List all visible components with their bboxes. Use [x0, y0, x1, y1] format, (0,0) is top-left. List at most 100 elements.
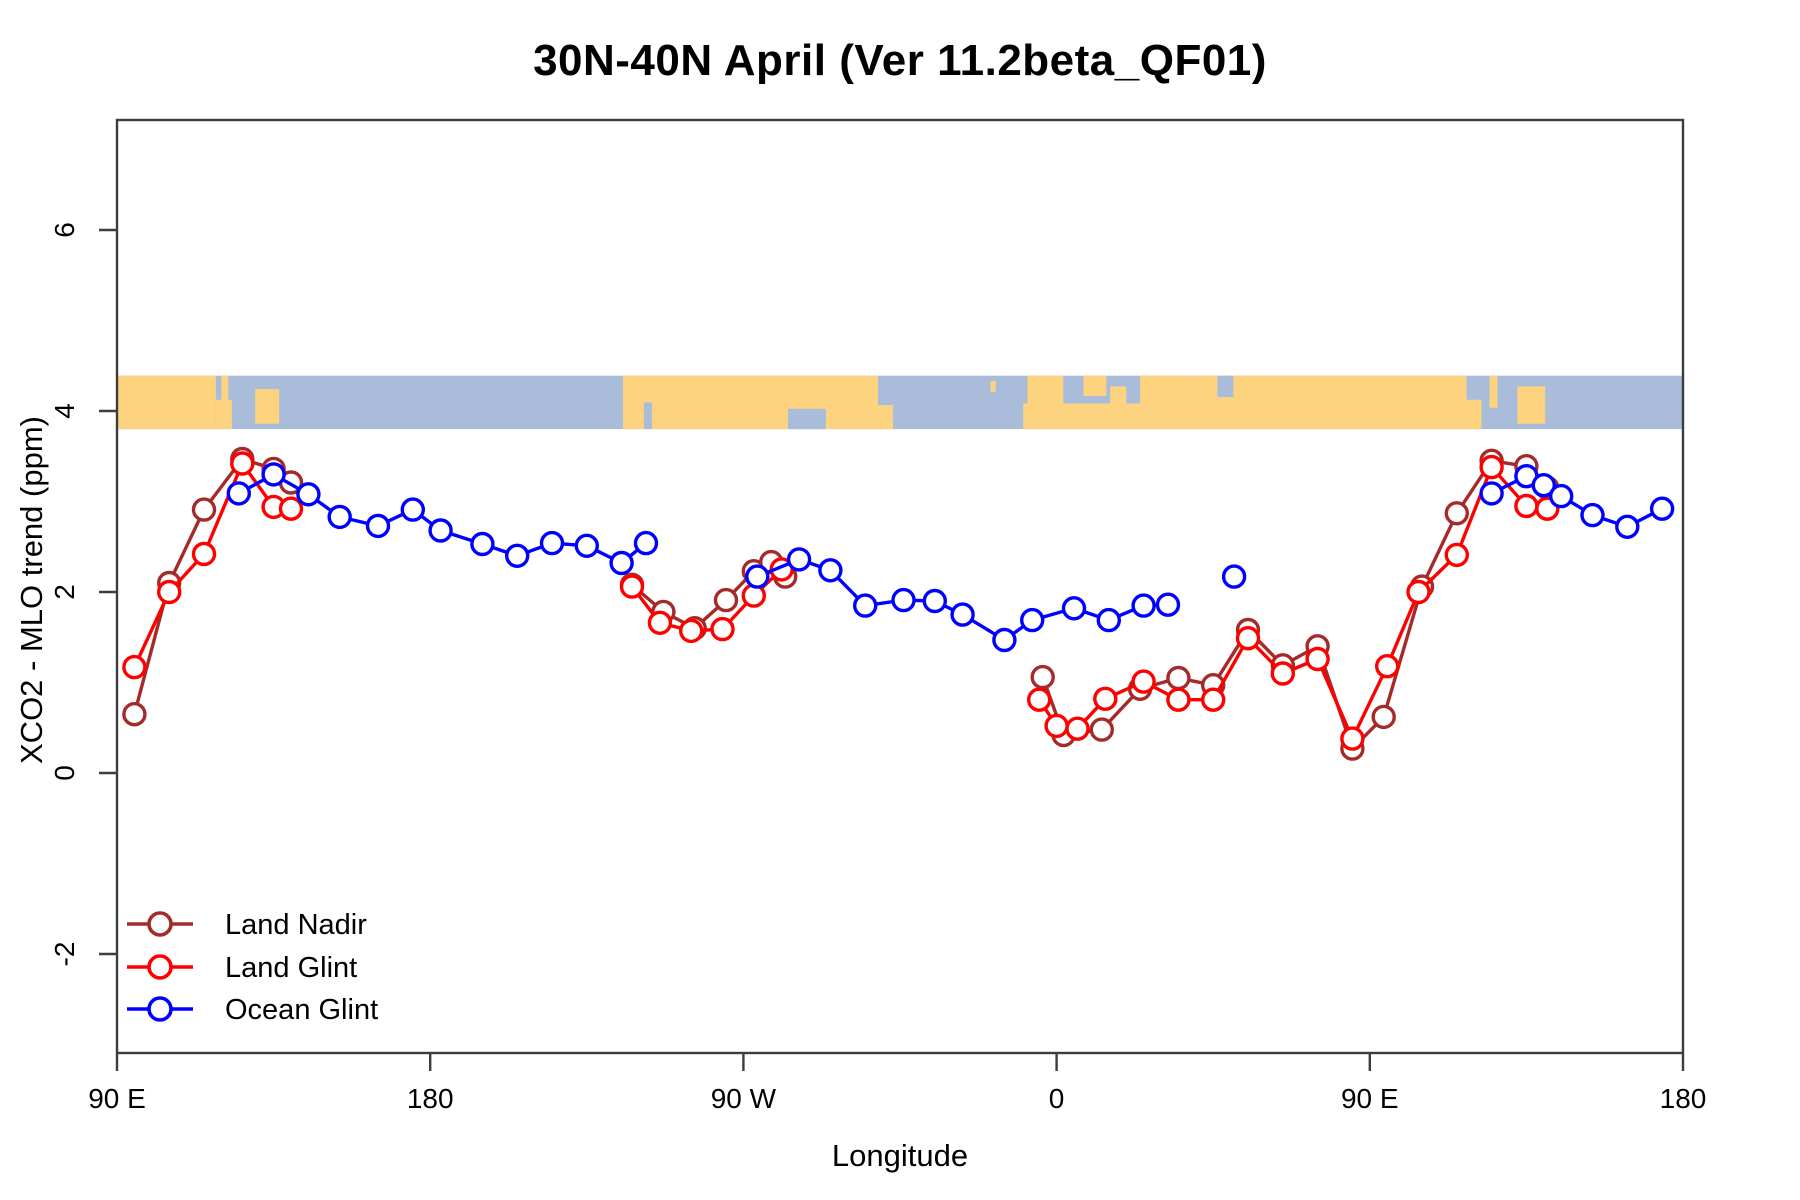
data-point-ocean-glint [505, 543, 530, 568]
data-point-land-glint [647, 610, 673, 635]
data-point-land-glint [1479, 454, 1504, 480]
map-strip-land [1083, 375, 1107, 396]
data-point-land-glint [619, 574, 645, 599]
data-point-ocean-glint [1061, 596, 1087, 621]
data-point-ocean-glint [1221, 564, 1247, 589]
data-point-ocean-glint [1155, 592, 1181, 617]
y-tick-label: -2 [49, 942, 80, 967]
legend-marker-ocean-glint [147, 996, 173, 1022]
data-point-land-glint [1166, 687, 1191, 712]
data-point-ocean-glint [891, 587, 916, 613]
data-point-land-nadir [1030, 664, 1055, 690]
map-strip-land [117, 375, 216, 430]
data-point-ocean-glint [327, 504, 352, 530]
data-point-land-glint [1131, 669, 1156, 694]
data-point-land-glint [679, 618, 704, 644]
x-tick-label: 180 [1660, 1083, 1707, 1114]
data-point-land-glint [122, 654, 147, 680]
data-point-ocean-glint [1649, 496, 1675, 521]
data-point-land-glint [1270, 661, 1296, 686]
data-point-ocean-glint [950, 602, 975, 627]
series-line-land-nadir [1040, 459, 1550, 751]
data-point-ocean-glint [922, 588, 947, 614]
data-point-land-nadir [191, 497, 217, 522]
map-strip-water [1217, 375, 1234, 398]
data-point-land-glint [230, 451, 255, 476]
data-point-ocean-glint [1019, 607, 1045, 633]
data-point-land-glint [1444, 542, 1470, 568]
data-point-land-glint [710, 616, 735, 642]
y-tick-label: 0 [49, 765, 80, 781]
map-strip-land [622, 375, 879, 430]
map-strip-land [1110, 386, 1127, 414]
x-axis-title: Longitude [831, 1138, 969, 1173]
data-point-land-nadir [1166, 665, 1191, 691]
y-tick-label: 2 [49, 584, 80, 600]
plot-frame [115, 118, 1685, 1055]
data-point-ocean-glint [1548, 483, 1574, 509]
data-point-land-glint [1305, 646, 1330, 672]
y-tick-label: 6 [49, 222, 80, 238]
data-point-ocean-glint [1131, 593, 1156, 618]
data-point-ocean-glint [818, 558, 843, 583]
data-point-land-glint [1406, 579, 1431, 605]
map-strip-land [215, 399, 232, 430]
data-point-land-nadir [713, 587, 739, 613]
map-strip-land [1517, 386, 1546, 424]
data-point-ocean-glint [609, 550, 634, 576]
legend-label-land-nadir: Land Nadir [225, 909, 367, 941]
data-point-land-nadir [1371, 704, 1396, 730]
legend-marker-land-glint [147, 954, 173, 980]
data-point-ocean-glint [1580, 502, 1605, 528]
data-point-ocean-glint [992, 627, 1017, 653]
map-strip-land [255, 389, 280, 424]
data-point-ocean-glint [633, 530, 659, 556]
x-tick-label: 90 W [711, 1083, 777, 1114]
map-strip-land [990, 381, 996, 392]
data-point-land-glint [1514, 493, 1539, 519]
data-point-land-glint [1340, 726, 1365, 751]
map-strip-land [1466, 399, 1482, 430]
data-point-ocean-glint [539, 530, 565, 556]
data-point-land-glint [1026, 687, 1052, 712]
data-point-land-glint [1374, 654, 1400, 679]
data-point-ocean-glint [428, 518, 453, 543]
map-strip-land [1489, 375, 1498, 408]
series-line-land-glint [132, 461, 293, 669]
legend-label-ocean-glint: Ocean Glint [225, 994, 378, 1026]
map-strip-land [1140, 375, 1194, 409]
map-strip-water [643, 402, 652, 430]
data-point-ocean-glint [745, 564, 770, 589]
data-point-land-glint [1235, 626, 1261, 651]
data-point-ocean-glint [296, 482, 321, 507]
data-point-land-glint [1200, 687, 1226, 712]
data-point-ocean-glint [226, 481, 252, 506]
x-tick-label: 90 E [88, 1083, 146, 1114]
data-point-land-glint [1093, 686, 1118, 711]
data-point-ocean-glint [786, 547, 812, 572]
map-strip-water [787, 408, 826, 430]
data-point-ocean-glint [1479, 481, 1504, 506]
data-point-ocean-glint [365, 513, 391, 539]
data-point-land-glint [156, 579, 182, 605]
map-strip-land [221, 375, 229, 406]
legend-label-land-glint: Land Glint [225, 952, 357, 984]
data-point-ocean-glint [400, 497, 425, 522]
x-tick-label: 90 E [1341, 1083, 1399, 1114]
x-tick-label: 180 [407, 1083, 454, 1114]
plot-title: 30N-40N April (Ver 11.2beta_QF01) [533, 36, 1267, 85]
map-strip-land [1027, 375, 1064, 406]
data-point-ocean-glint [574, 533, 599, 558]
data-point-ocean-glint [853, 593, 878, 618]
x-tick-label: 0 [1049, 1083, 1065, 1114]
data-point-ocean-glint [1096, 607, 1122, 633]
data-point-land-nadir [1444, 501, 1470, 526]
data-point-ocean-glint [1615, 514, 1640, 539]
data-point-ocean-glint [261, 462, 286, 487]
data-point-land-nadir [1089, 717, 1115, 742]
data-point-land-glint [1044, 713, 1069, 739]
data-point-land-nadir [122, 702, 147, 727]
data-point-land-glint [278, 496, 304, 521]
